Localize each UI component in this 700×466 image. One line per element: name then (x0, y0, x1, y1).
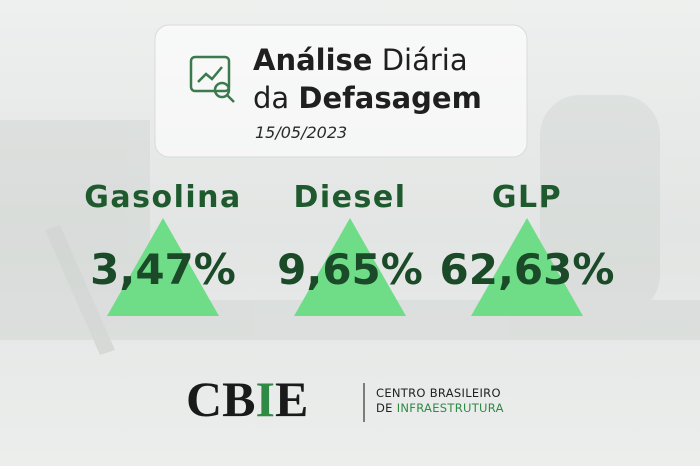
logo-mark: CBIE (186, 371, 308, 427)
logo-letter: B (222, 371, 255, 427)
title-bold: Análise (253, 43, 372, 77)
logo: CBIE CENTRO BRASILEIRO DE INFRAESTRUTURA (186, 371, 504, 427)
analysis-icon (189, 55, 235, 103)
logo-letter: I (255, 371, 274, 427)
up-triangle (294, 218, 406, 316)
logo-text: CENTRO BRASILEIRO (376, 386, 501, 400)
up-triangle (107, 218, 219, 316)
title-regular: da (253, 81, 289, 115)
title-bold: Defasagem (298, 81, 481, 115)
title-line-2: da Defasagem (253, 81, 482, 115)
items: Gasolina 3,47% Diesel 9,65% GLP 62,63% (84, 180, 614, 316)
logo-text: DE INFRAESTRUTURA (376, 401, 504, 415)
logo-text-part: DE (376, 401, 393, 415)
header-box (154, 24, 528, 158)
fuel-name: Diesel (293, 180, 406, 215)
logo-letter: E (275, 371, 308, 427)
logo-text-part: INFRAESTRUTURA (397, 401, 504, 415)
fuel-name: GLP (492, 180, 562, 215)
fuel-value: 9,65% (277, 245, 423, 294)
background-scene (0, 95, 700, 355)
logo-letter: C (186, 371, 222, 427)
fuel-name: Gasolina (84, 180, 242, 215)
fuel-value: 62,63% (440, 245, 615, 294)
up-triangle (471, 218, 583, 316)
date: 15/05/2023 (255, 123, 347, 142)
title-regular: Diária (382, 43, 468, 77)
title-line-1: Análise Diária (253, 43, 468, 77)
fuel-value: 3,47% (90, 245, 236, 294)
